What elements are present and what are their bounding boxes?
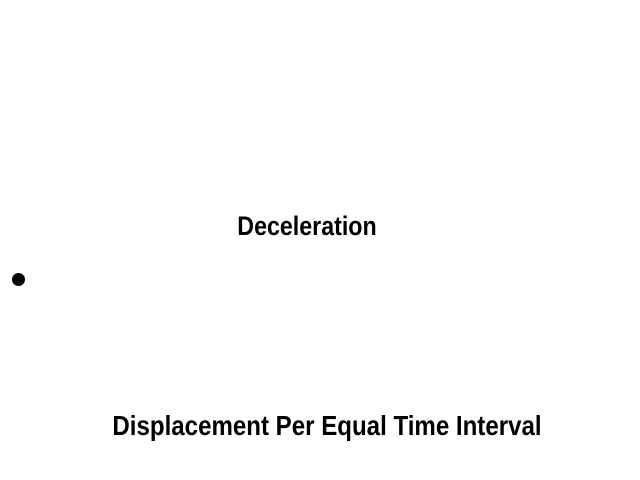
- position-dot: [12, 273, 25, 286]
- diagram-caption: Displacement Per Equal Time Interval: [112, 410, 542, 441]
- diagram-title: Deceleration: [237, 211, 377, 241]
